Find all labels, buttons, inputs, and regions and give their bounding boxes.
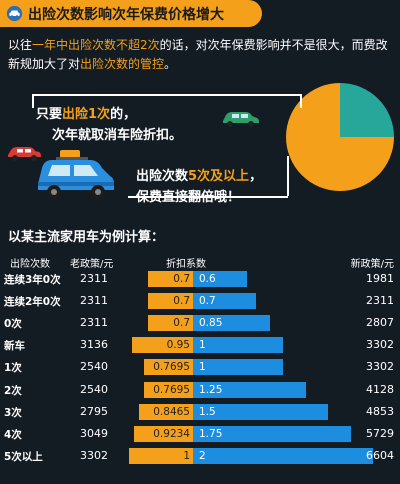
callout2-highlight: 5次及以上 <box>188 169 250 184</box>
callout2-text-a: 出险次数 <box>136 169 189 184</box>
small-green-car-icon <box>223 112 259 127</box>
old-factor-bar: 0.7 <box>148 315 193 331</box>
title-bar: 出险次数影响次年保费价格增大 <box>0 0 262 27</box>
callout1-text-b: 的， <box>110 107 137 122</box>
row-old-price: 2540 <box>80 360 108 373</box>
row-label: 4次 <box>4 429 22 441</box>
row-new-price: 3302 <box>366 338 394 351</box>
callout1-line2: 次年就取消车险折扣。 <box>52 128 183 143</box>
row-new-price: 2311 <box>366 294 394 307</box>
callout1-highlight: 出险1次 <box>62 107 111 122</box>
section-title: 以某主流家用车为例计算： <box>8 230 165 245</box>
new-factor-bar: 1.5 <box>193 404 328 420</box>
intro-text-3: 。 <box>164 57 177 71</box>
row-label: 0次 <box>4 318 22 330</box>
row-label: 1次 <box>4 362 22 374</box>
callout2-line2: 保费直接翻倍哦！ <box>136 190 241 205</box>
page-title: 出险次数影响次年保费价格增大 <box>28 7 224 23</box>
row-new-price: 4853 <box>366 405 394 418</box>
callout-line-1-vertical <box>300 94 302 108</box>
car-circle-icon <box>6 5 23 22</box>
row-new-price: 4128 <box>366 383 394 396</box>
old-factor-bar: 0.7695 <box>144 359 193 375</box>
callout2-text-b: ， <box>249 169 263 184</box>
row-old-price: 2311 <box>80 316 108 329</box>
old-factor-bar: 1 <box>129 448 193 464</box>
new-factor-bar: 0.6 <box>193 271 247 287</box>
row-label: 新车 <box>4 340 25 352</box>
row-label: 连续3年0次 <box>4 274 61 286</box>
row-old-price: 2311 <box>80 294 108 307</box>
new-factor-bar: 1 <box>193 359 283 375</box>
header-old-policy: 老政策/元 <box>70 259 114 270</box>
old-factor-bar: 0.7695 <box>144 382 193 398</box>
old-factor-bar: 0.7 <box>148 271 193 287</box>
blue-family-car-icon <box>38 150 114 199</box>
old-factor-bar: 0.8465 <box>139 404 193 420</box>
old-factor-bar: 0.9234 <box>134 426 193 442</box>
new-factor-bar: 1.75 <box>193 426 351 442</box>
row-old-price: 3136 <box>80 338 108 351</box>
small-red-car-icon <box>8 147 41 161</box>
intro-highlight-2: 出险次数的管控 <box>80 57 165 71</box>
row-old-price: 2795 <box>80 405 108 418</box>
header-new-policy: 新政策/元 <box>350 259 394 270</box>
row-old-price: 3302 <box>80 449 108 462</box>
row-new-price: 1981 <box>366 272 394 285</box>
callout1-text-a: 只要 <box>36 107 63 122</box>
new-factor-bar: 0.7 <box>193 293 256 309</box>
callout-line-1 <box>32 94 302 108</box>
intro-text-1: 以往 <box>8 38 33 52</box>
old-factor-bar: 0.95 <box>132 337 193 353</box>
pie-chart <box>286 83 394 191</box>
intro-text-2: 的话，对次年保费影响并不是很大，而费改新规加大了对 <box>8 38 388 71</box>
new-factor-bar: 0.85 <box>193 315 270 331</box>
callout-five-claims: 出险次数5次及以上， 保费直接翻倍哦！ <box>136 166 262 208</box>
intro-paragraph: 以往一年中出险次数不超2次的话，对次年保费影响并不是很大，而费改新规加大了对出险… <box>8 36 396 74</box>
header-factor: 折扣系数 <box>166 259 206 270</box>
row-label: 3次 <box>4 407 22 419</box>
row-new-price: 3302 <box>366 360 394 373</box>
row-label: 5次以上 <box>4 451 43 463</box>
new-factor-bar: 1.25 <box>193 382 306 398</box>
callout-line-2-vertical <box>287 156 289 196</box>
row-new-price: 5729 <box>366 427 394 440</box>
row-label: 2次 <box>4 385 22 397</box>
header-count: 出险次数 <box>10 259 50 270</box>
row-old-price: 2311 <box>80 272 108 285</box>
row-new-price: 2807 <box>366 316 394 329</box>
new-factor-bar: 2 <box>193 448 373 464</box>
callout-line-2 <box>128 196 288 198</box>
callout-one-claim: 只要出险1次的， 次年就取消车险折扣。 <box>36 104 182 146</box>
intro-highlight-1: 一年中出险次数不超2次 <box>32 38 160 52</box>
new-factor-bar: 1 <box>193 337 283 353</box>
old-factor-bar: 0.7 <box>148 293 193 309</box>
row-label: 连续2年0次 <box>4 296 61 308</box>
row-new-price: 6604 <box>366 449 394 462</box>
row-old-price: 2540 <box>80 383 108 396</box>
row-old-price: 3049 <box>80 427 108 440</box>
